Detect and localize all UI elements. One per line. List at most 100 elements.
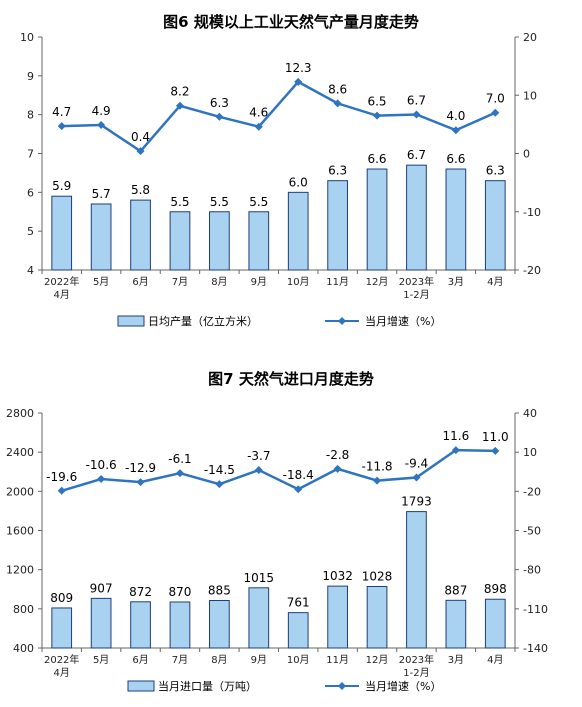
right-tick-label: -20	[523, 264, 541, 277]
line-point	[491, 108, 500, 117]
x-tick-label: 4月	[487, 654, 503, 666]
line-value-label: -19.6	[46, 470, 77, 484]
line-point	[412, 110, 421, 119]
x-tick-label: 4月	[487, 276, 503, 288]
x-tick-label: 3月	[448, 654, 464, 666]
bar-value-label: 907	[90, 581, 113, 595]
x-tick-label-line: 6月	[132, 654, 148, 666]
bar	[169, 211, 191, 271]
bar-value-label: 6.3	[486, 164, 505, 178]
line-point	[136, 478, 145, 487]
x-tick-label: 9月	[251, 276, 267, 288]
line-point	[215, 480, 224, 489]
line-point	[215, 112, 224, 121]
x-tick-label: 6月	[132, 654, 148, 666]
line-value-label: -18.4	[283, 468, 314, 482]
x-tick-label-line: 2023年	[399, 275, 434, 288]
right-tick-label: -10	[523, 206, 541, 219]
x-tick-label-line: 1-2月	[403, 667, 429, 679]
bar	[90, 203, 112, 271]
legend-bar-swatch	[127, 680, 155, 692]
bar	[209, 211, 230, 271]
line-point	[175, 101, 184, 110]
bar-value-label: 6.0	[289, 175, 308, 189]
x-tick-label-line: 12月	[366, 276, 389, 288]
line-value-label: 4.0	[446, 109, 465, 123]
right-tick-label: -80	[523, 564, 541, 577]
line-point	[451, 126, 460, 135]
right-tick-label: -50	[523, 525, 541, 538]
line-point	[373, 476, 382, 485]
bar-value-label: 5.7	[92, 187, 111, 201]
bar-value-label: 5.5	[249, 195, 268, 209]
left-tick-label: 800	[13, 603, 34, 616]
line-point	[491, 446, 500, 455]
line-value-label: 6.3	[210, 96, 229, 110]
bar	[51, 195, 73, 271]
x-tick-label: 12月	[366, 654, 389, 666]
bar	[406, 164, 427, 271]
line-point	[451, 446, 460, 455]
bar	[51, 607, 73, 649]
x-tick-label-line: 9月	[251, 276, 267, 288]
line-value-label: 6.7	[407, 93, 426, 107]
right-tick-label: 40	[523, 407, 537, 420]
x-tick-label: 8月	[211, 276, 227, 288]
bar-value-label: 5.5	[210, 195, 229, 209]
x-tick-label: 11月	[326, 654, 349, 666]
line-value-label: 6.5	[367, 95, 386, 109]
x-tick-label: 6月	[132, 276, 148, 288]
line-value-label: -2.8	[326, 448, 349, 462]
legend-line-label: 当月增速（%）	[365, 679, 441, 693]
left-tick-label: 7	[27, 148, 34, 161]
x-tick-label-line: 12月	[366, 654, 389, 666]
x-tick-label-line: 4月	[487, 276, 503, 288]
x-tick-label-line: 3月	[448, 276, 464, 288]
x-tick-label-line: 3月	[448, 654, 464, 666]
bar-value-label: 5.5	[170, 195, 189, 209]
line-value-label: -14.5	[204, 463, 235, 477]
left-tick-label: 4	[27, 264, 34, 277]
bar-value-label: 887	[444, 583, 467, 597]
line-point	[412, 473, 421, 482]
right-tick-label: -110	[523, 603, 548, 616]
x-tick-label-line: 2022年	[44, 275, 79, 288]
right-tick-label: -140	[523, 642, 548, 655]
bar-value-label: 5.9	[52, 179, 71, 193]
line-value-label: -10.6	[86, 458, 117, 472]
bar-value-label: 6.6	[446, 152, 465, 166]
left-tick-label: 2800	[6, 407, 34, 420]
x-tick-label: 7月	[172, 276, 188, 288]
line-point	[254, 466, 263, 475]
x-tick-label-line: 4月	[54, 667, 70, 679]
x-tick-label-line: 2022年	[44, 653, 79, 666]
bar-value-label: 872	[129, 585, 152, 599]
x-tick-label: 9月	[251, 654, 267, 666]
bar	[90, 597, 112, 649]
chart-title: 图7 天然气进口月度走势	[208, 370, 374, 388]
bar	[130, 199, 151, 271]
line-value-label: -12.9	[125, 461, 156, 475]
left-tick-label: 1200	[6, 564, 34, 577]
right-tick-label: 10	[523, 446, 537, 459]
right-tick-label: -20	[523, 485, 541, 498]
x-tick-label: 2022年 4月	[44, 653, 79, 679]
line-point	[97, 475, 106, 484]
line-point	[97, 120, 106, 129]
x-tick-label-line: 4月	[54, 289, 70, 301]
bar	[248, 587, 270, 649]
bar	[209, 600, 230, 649]
x-tick-label: 2023年 1-2月	[399, 653, 434, 679]
x-tick-label: 12月	[366, 276, 389, 288]
bar	[445, 599, 467, 649]
chart-7: 图7 天然气进口月度走势 400 800 1200 1600 2000 2400 2800 -1…	[6, 370, 548, 693]
chart-title: 图6 规模以上工业天然气产量月度走势	[163, 13, 419, 31]
line-value-label: 11.6	[443, 429, 470, 443]
bar-value-label: 6.3	[328, 164, 347, 178]
line-point	[175, 469, 184, 478]
bar-value-label: 6.6	[367, 152, 386, 166]
bar	[366, 586, 388, 649]
left-tick-label: 8	[27, 109, 34, 122]
growth-line	[61, 80, 496, 153]
